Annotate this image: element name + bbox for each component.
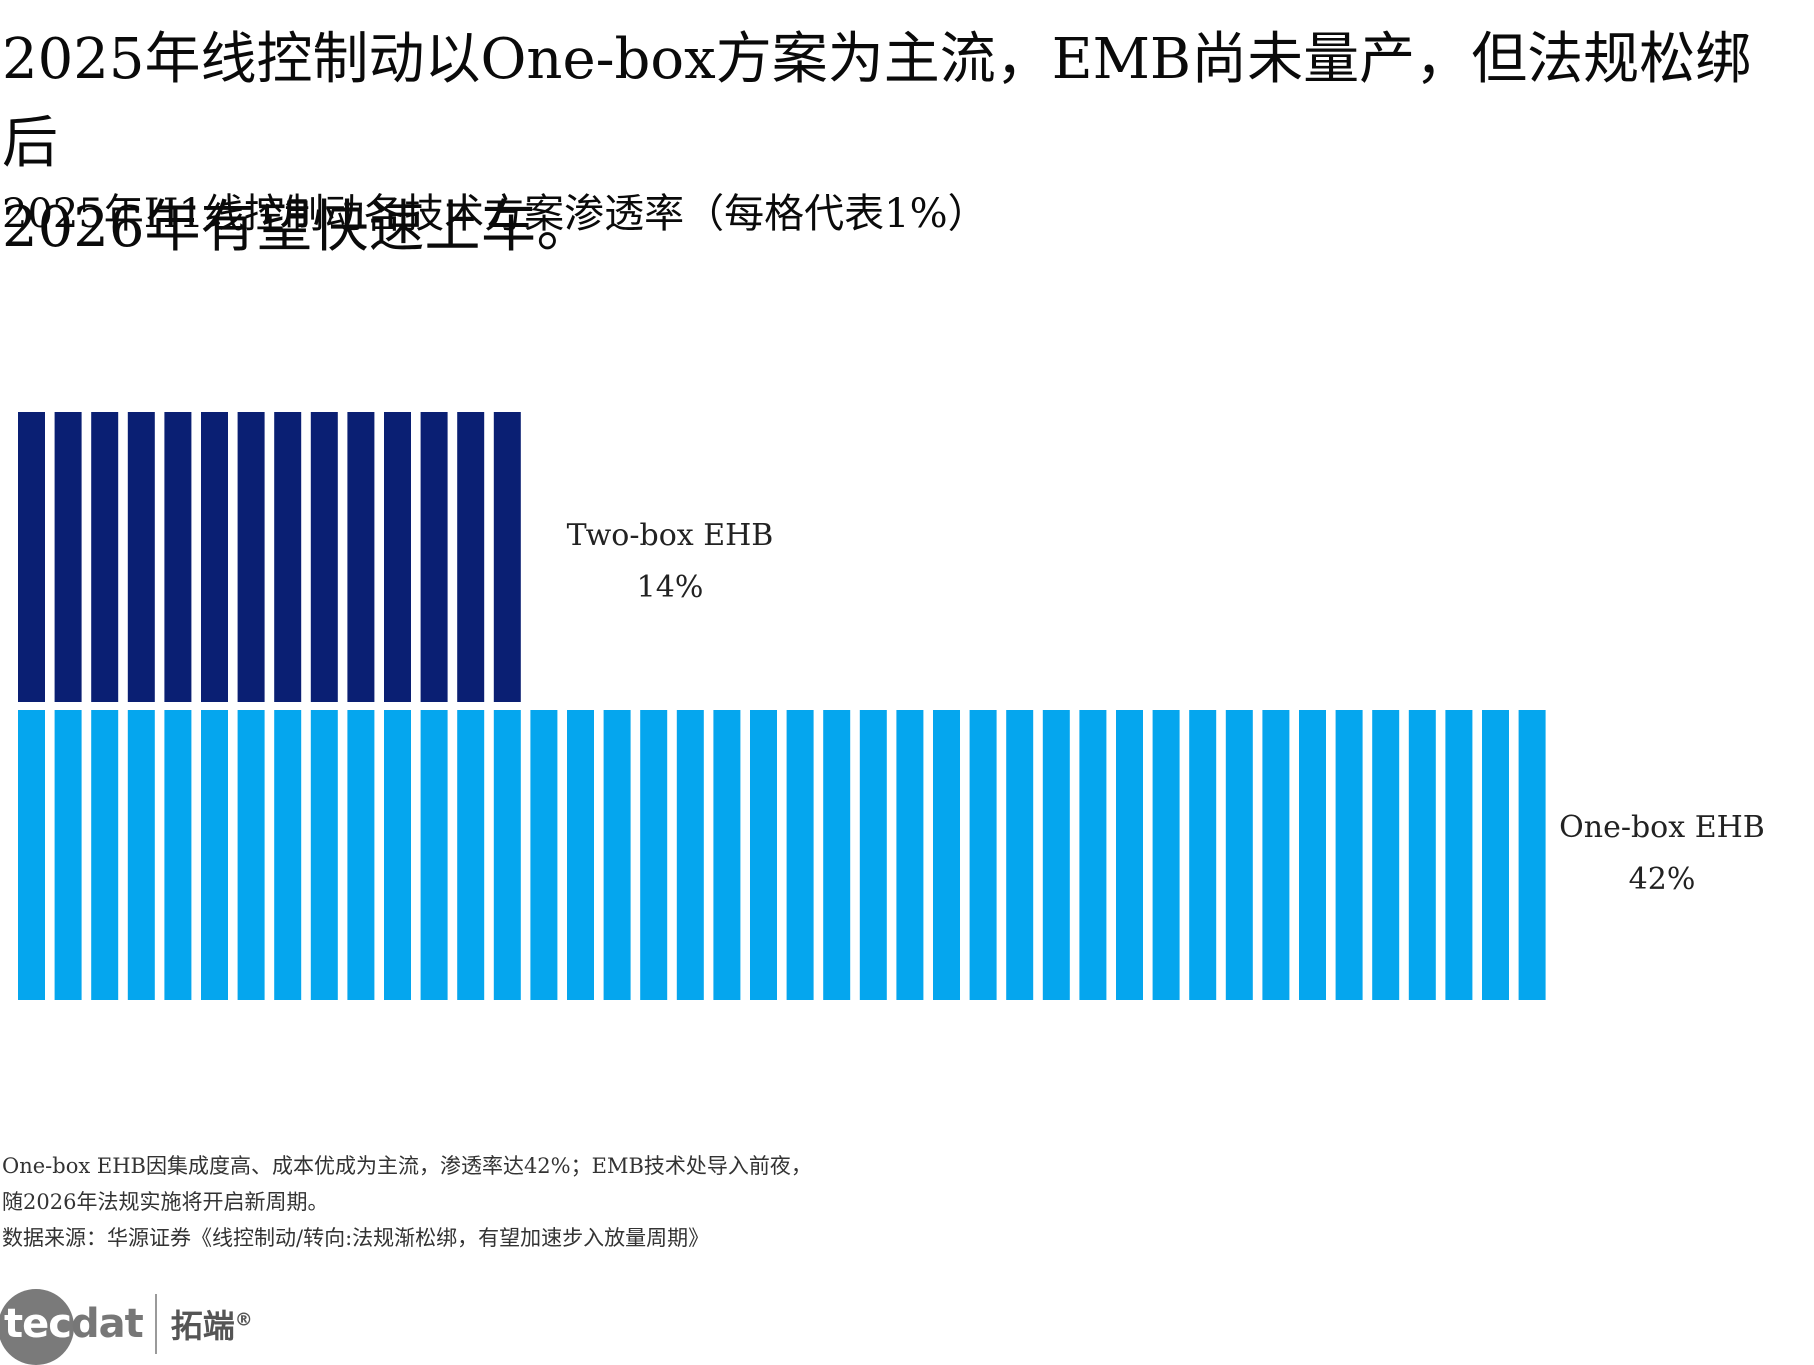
one-box-cell xyxy=(1189,710,1217,1000)
two-box-cell xyxy=(420,412,448,702)
title-line-1: 2025年线控制动以One-box方案为主流，EMB尚未量产，但法规松绑后 xyxy=(2,27,1752,176)
one-box-cell xyxy=(1262,710,1290,1000)
two-box-cell xyxy=(384,412,411,702)
note-line-1: One-box EHB因集成度高、成本优成为主流，渗透率达42%；EMB技术处导… xyxy=(2,1154,812,1178)
one-box-cell xyxy=(1518,710,1546,1000)
series-value-one-box: 42% xyxy=(1629,862,1696,897)
two-box-cell xyxy=(127,412,155,702)
one-box-cell xyxy=(1372,710,1400,1000)
two-box-cell xyxy=(347,412,375,702)
one-box-cell xyxy=(1116,710,1143,1000)
title-line-2: 2026年有望快速上车。 xyxy=(2,195,593,260)
one-box-cell xyxy=(127,710,155,1000)
one-box-cell xyxy=(750,710,777,1000)
one-box-cell xyxy=(310,710,338,1000)
one-box-cell xyxy=(1408,710,1436,1000)
one-box-cell xyxy=(493,710,521,1000)
two-box-cell xyxy=(164,412,192,702)
two-box-cell xyxy=(274,412,302,702)
page-title: 2025年线控制动以One-box方案为主流，EMB尚未量产，但法规松绑后 20… xyxy=(2,18,1782,270)
waffle-chart: Two-box EHB 14% One-box EHB 42% xyxy=(18,412,1765,1000)
one-box-cell xyxy=(530,710,558,1000)
registered-mark: ® xyxy=(234,1309,253,1331)
one-box-cell xyxy=(859,710,887,1000)
logo-cn-text: 拓端 xyxy=(170,1307,235,1345)
chart-note: One-box EHB因集成度高、成本优成为主流，渗透率达42%；EMB技术处导… xyxy=(2,1148,812,1256)
one-box-cell xyxy=(384,710,411,1000)
one-box-cell xyxy=(18,710,45,1000)
logo-mark: tecdat xyxy=(0,1289,144,1365)
one-box-cell xyxy=(420,710,448,1000)
one-box-cell xyxy=(786,710,814,1000)
one-box-cell xyxy=(567,710,594,1000)
logo-divider xyxy=(154,1294,157,1354)
one-box-cell xyxy=(91,710,119,1000)
one-box-cell xyxy=(347,710,375,1000)
two-box-cell xyxy=(457,412,485,702)
series-value-two-box: 14% xyxy=(637,570,704,605)
one-box-cell xyxy=(603,710,631,1000)
one-box-cell xyxy=(1299,710,1326,1000)
one-box-cell xyxy=(1335,710,1363,1000)
one-box-cell xyxy=(201,710,228,1000)
one-box-cell xyxy=(1042,710,1070,1000)
one-box-cell xyxy=(823,710,851,1000)
tecdat-logo: tecdat 拓端® xyxy=(0,1288,253,1365)
series-name-one-box: One-box EHB xyxy=(1559,810,1765,845)
one-box-cell xyxy=(1482,710,1509,1000)
one-box-cell xyxy=(164,710,192,1000)
two-box-cell xyxy=(201,412,228,702)
two-box-cells xyxy=(18,412,521,702)
two-box-cell xyxy=(91,412,119,702)
one-box-cells xyxy=(18,710,1546,1000)
one-box-cell xyxy=(969,710,997,1000)
one-box-cell xyxy=(933,710,960,1000)
two-box-cell xyxy=(310,412,338,702)
note-line-2: 随2026年法规实施将开启新周期。 xyxy=(2,1190,329,1214)
one-box-cell xyxy=(274,710,302,1000)
one-box-cell xyxy=(54,710,82,1000)
logo-circle-icon xyxy=(0,1289,74,1365)
one-box-cell xyxy=(896,710,924,1000)
one-box-cell xyxy=(1445,710,1473,1000)
one-box-cell xyxy=(1225,710,1253,1000)
logo-cn-name: 拓端® xyxy=(171,1301,253,1347)
two-box-cell xyxy=(54,412,82,702)
one-box-cell xyxy=(640,710,668,1000)
two-box-cell xyxy=(493,412,521,702)
two-box-cell xyxy=(18,412,45,702)
one-box-cell xyxy=(1152,710,1180,1000)
logo-text-tec: tec xyxy=(4,1301,72,1347)
two-box-cell xyxy=(237,412,265,702)
one-box-cell xyxy=(1079,710,1107,1000)
one-box-cell xyxy=(676,710,704,1000)
data-source: 数据来源：华源证券《线控制动/转向:法规渐松绑，有望加速步入放量周期》 xyxy=(2,1226,710,1250)
series-name-two-box: Two-box EHB xyxy=(567,518,774,553)
logo-text-dat: dat xyxy=(70,1301,144,1347)
chart-subtitle: 2025年H1线控制动各技术方案渗透率（每格代表1%） xyxy=(2,191,988,237)
one-box-cell xyxy=(457,710,485,1000)
one-box-cell xyxy=(1006,710,1034,1000)
one-box-cell xyxy=(237,710,265,1000)
one-box-cell xyxy=(713,710,741,1000)
